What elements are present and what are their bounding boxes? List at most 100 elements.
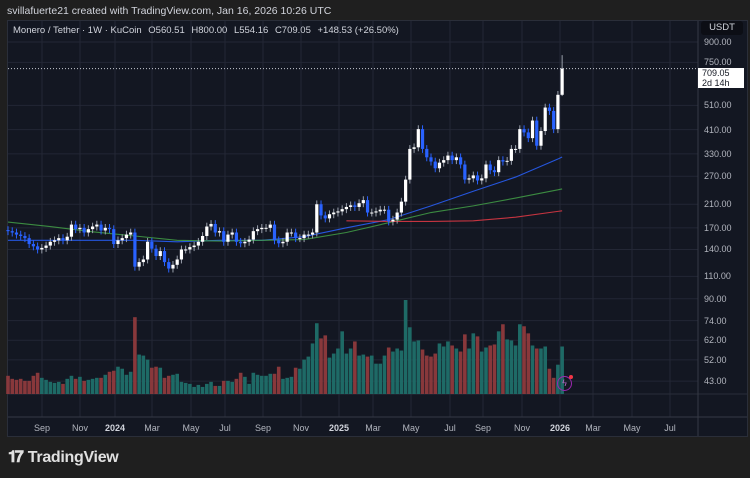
volume-bar xyxy=(505,339,509,394)
volume-bar xyxy=(158,367,163,394)
volume-bar xyxy=(6,375,10,394)
candle-body xyxy=(556,94,560,130)
candle-body xyxy=(429,157,433,162)
candle-body xyxy=(213,223,217,233)
price-tick-label: 74.00 xyxy=(704,315,727,326)
volume-bar xyxy=(395,348,399,394)
volume-bar xyxy=(319,338,323,394)
volume-bar xyxy=(141,355,146,394)
candle-body xyxy=(175,259,179,265)
candle-body xyxy=(99,224,103,231)
candle-body xyxy=(382,209,387,211)
time-tick-label: 2025 xyxy=(328,423,350,433)
volume-bar xyxy=(408,327,412,394)
volume-bar xyxy=(374,363,378,394)
volume-bar xyxy=(120,368,125,394)
candle-body xyxy=(91,226,95,230)
candle-body xyxy=(69,224,74,237)
volume-bar xyxy=(243,376,247,394)
symbol-title[interactable]: Monero / Tether · 1W · KuCoin xyxy=(13,25,142,36)
volume-bar xyxy=(276,366,281,394)
volume-bar xyxy=(386,347,391,394)
volume-bar xyxy=(488,345,493,394)
candle-body xyxy=(454,157,458,161)
volume-bar xyxy=(196,384,201,394)
volume-bar xyxy=(323,335,328,394)
candle-body xyxy=(391,219,395,222)
volume-bar xyxy=(95,377,99,394)
volume-bar xyxy=(23,380,27,394)
candle-body xyxy=(484,164,488,179)
candle-body xyxy=(547,107,552,111)
lightning-icon[interactable]: ϟ xyxy=(557,375,573,391)
candle-body xyxy=(281,241,285,244)
candle-body xyxy=(560,68,564,95)
candle-body xyxy=(285,232,289,242)
candle-body xyxy=(154,248,158,257)
legend-low: L554.16 xyxy=(233,25,269,36)
volume-bar xyxy=(534,348,539,394)
volume-bar xyxy=(433,353,438,394)
volume-bar xyxy=(82,380,86,394)
volume-bar xyxy=(18,378,23,394)
notification-dot xyxy=(569,375,573,379)
chart-credit: svillafuerte21 created with TradingView.… xyxy=(7,5,332,17)
candle-body xyxy=(234,232,239,242)
volume-bar xyxy=(137,354,141,394)
volume-bar xyxy=(61,383,65,394)
volume-bar xyxy=(10,378,15,394)
candle-body xyxy=(272,224,277,241)
volume-bar xyxy=(336,348,340,394)
volume-bar xyxy=(226,380,230,394)
price-tick-label: 43.00 xyxy=(704,376,727,387)
candle-body xyxy=(150,241,154,249)
candle-body xyxy=(530,120,535,139)
candle-body xyxy=(31,244,35,247)
candle-body xyxy=(349,205,353,207)
currency-button[interactable]: USDT xyxy=(701,21,743,35)
volume-bar xyxy=(14,379,19,394)
volume-bar xyxy=(463,334,467,394)
volume-bar xyxy=(128,371,133,394)
volume-bar xyxy=(40,377,44,394)
volume-bar xyxy=(513,345,518,394)
volume-bar xyxy=(103,374,108,394)
candle-body xyxy=(378,209,382,212)
volume-bar xyxy=(247,383,251,394)
volume-bar xyxy=(90,378,95,394)
candle-body xyxy=(522,129,526,133)
legend-close: C709.05 xyxy=(274,25,311,36)
time-tick-label: Mar xyxy=(365,423,381,433)
candle-body xyxy=(120,238,124,241)
candle-body xyxy=(294,232,298,239)
volume-bar xyxy=(365,356,370,394)
candle-body xyxy=(535,120,539,146)
volume-bar xyxy=(264,375,268,394)
volume-bar xyxy=(31,375,36,394)
time-tick-label: Jul xyxy=(664,423,676,433)
price-tick-label: 90.00 xyxy=(704,293,727,304)
volume-bar xyxy=(327,357,332,394)
candle-body xyxy=(387,209,391,222)
volume-bar xyxy=(154,366,158,394)
candle-body xyxy=(475,175,480,181)
volume-bar xyxy=(369,355,374,394)
volume-bar xyxy=(56,381,61,394)
candle-body xyxy=(44,245,48,248)
tradingview-logo[interactable]: 𝟏𝟕 TradingView xyxy=(8,449,119,467)
candle-body xyxy=(420,129,425,149)
candle-body xyxy=(399,201,403,213)
candle-body xyxy=(145,241,150,260)
volume-bar xyxy=(192,386,196,394)
volume-bar xyxy=(65,378,70,394)
volume-bar xyxy=(285,377,289,394)
candle-body xyxy=(103,227,107,231)
candle-body xyxy=(332,212,336,215)
candle-body xyxy=(209,223,213,227)
candle-body xyxy=(82,227,86,233)
candle-body xyxy=(230,232,234,235)
price-tick-label: 62.00 xyxy=(704,335,727,346)
candle-body xyxy=(192,245,196,248)
volume-bar xyxy=(230,381,234,394)
